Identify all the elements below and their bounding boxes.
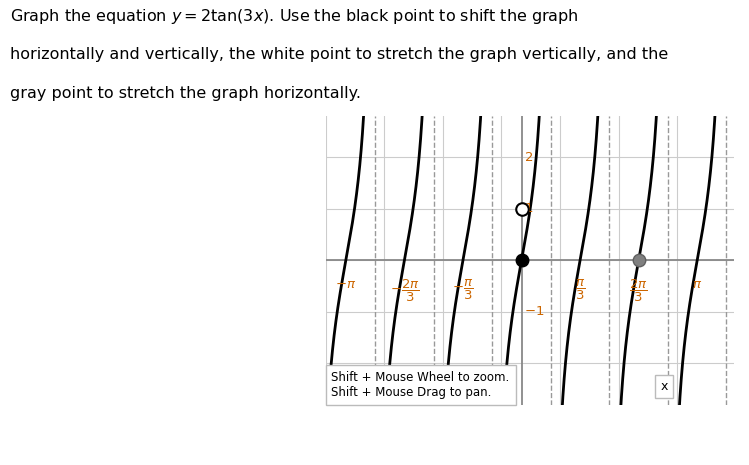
Text: horizontally and vertically, the white point to stretch the graph vertically, an: horizontally and vertically, the white p… [10,46,668,61]
Text: $-\dfrac{\pi}{3}$: $-\dfrac{\pi}{3}$ [452,278,473,302]
Text: gray point to stretch the graph horizontally.: gray point to stretch the graph horizont… [10,86,361,101]
Text: $-\dfrac{2\pi}{3}$: $-\dfrac{2\pi}{3}$ [389,278,419,304]
Text: $-1$: $-1$ [524,306,544,319]
Text: x: x [661,380,668,393]
Text: $2$: $2$ [524,151,533,164]
Text: $\pi$: $\pi$ [692,278,703,291]
Text: $\dfrac{\pi}{3}$: $\dfrac{\pi}{3}$ [575,278,585,302]
Text: $\dfrac{2\pi}{3}$: $\dfrac{2\pi}{3}$ [629,278,648,304]
Text: Graph the equation $y = 2\tan(3x)$. Use the black point to shift the graph: Graph the equation $y = 2\tan(3x)$. Use … [10,7,578,26]
Text: Shift + Mouse Wheel to zoom.
Shift + Mouse Drag to pan.: Shift + Mouse Wheel to zoom. Shift + Mou… [331,372,509,399]
Text: $-\pi$: $-\pi$ [336,278,357,291]
Text: $1$: $1$ [524,202,533,215]
